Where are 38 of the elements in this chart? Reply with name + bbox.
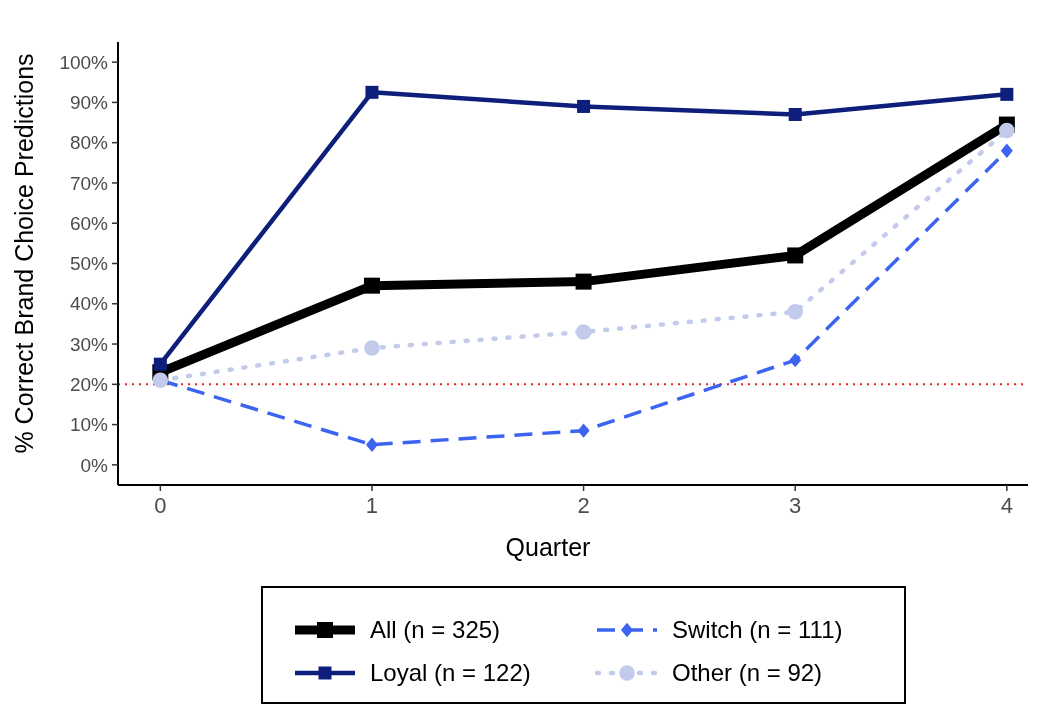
x-tick-label: 1 [365,493,379,518]
y-tick-label: 20% [69,373,109,395]
y-axis-title: % Correct Brand Choice Predictions [10,53,38,454]
y-tick-label: 40% [69,293,109,315]
x-axis-title: Quarter [505,533,591,561]
point [365,85,379,99]
y-tick-label: 30% [69,333,109,355]
legend-label: Other (n = 92) [672,659,823,687]
legend-label: Loyal (n = 122) [370,659,531,687]
point [153,357,167,371]
point [575,324,592,340]
point [787,304,804,320]
point [365,437,378,452]
point [787,247,804,264]
y-tick-label: 10% [69,414,109,436]
y-tick-label: 0% [80,454,109,476]
point [1000,143,1013,158]
y-tick-label: 100% [59,51,109,73]
point [577,423,590,438]
point [363,277,380,294]
legend-label: Switch (n = 111) [672,616,843,644]
point [788,107,802,121]
y-tick-label: 60% [69,212,109,234]
y-tick-label: 50% [69,253,109,275]
point [575,273,592,290]
y-tick-label: 70% [69,172,109,194]
y-tick-label: 80% [69,132,109,154]
point [789,352,802,368]
x-tick-label: 3 [789,493,802,518]
x-tick-label: 4 [1000,493,1013,518]
point [1000,87,1014,101]
x-tick-label: 2 [577,493,590,518]
point [577,99,591,113]
point [364,340,380,356]
x-tick-label: 0 [154,493,167,518]
y-tick-label: 90% [69,92,109,114]
legend-label: All (n = 325) [370,616,501,644]
point [999,122,1015,139]
